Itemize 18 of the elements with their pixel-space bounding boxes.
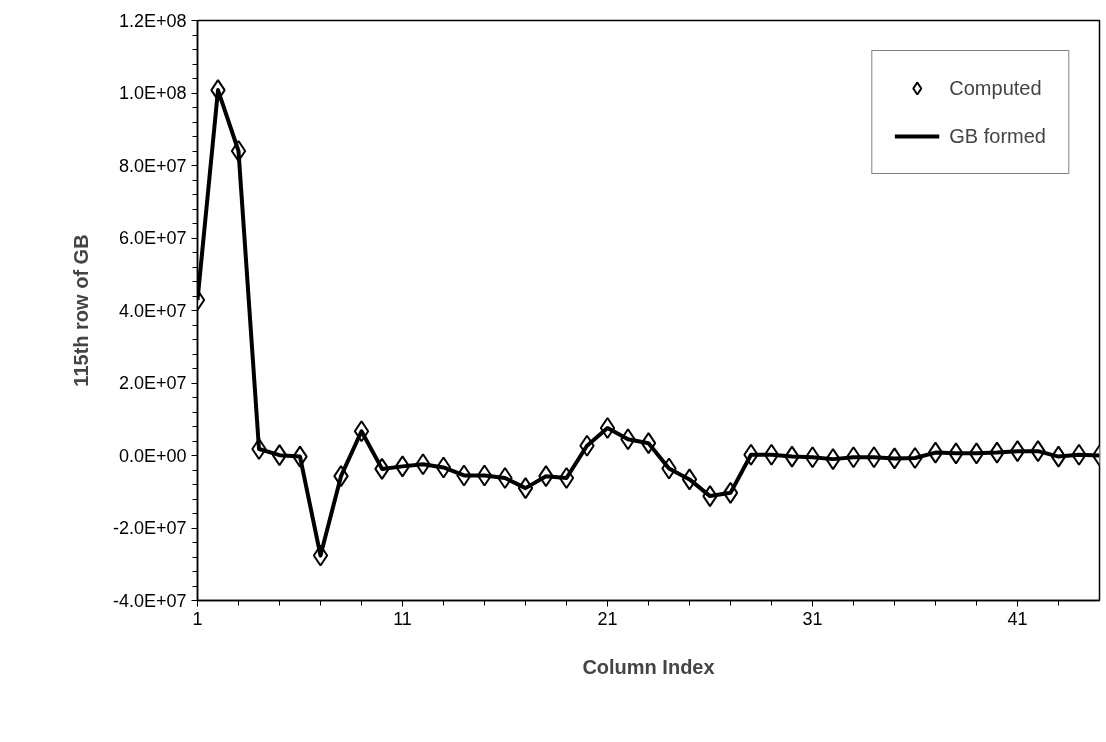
y-tick-label: 1.0E+08	[118, 83, 187, 103]
y-axis-title: 115th row of GB	[69, 234, 92, 387]
x-tick-label: 41	[1007, 608, 1028, 629]
x-tick-label: 21	[597, 608, 618, 629]
y-tick-label: 8.0E+07	[118, 155, 187, 176]
y-tick-label: -2.0E+07	[112, 518, 187, 538]
x-axis-title: Column Index	[582, 655, 715, 678]
y-tick-label: 1.2E+08	[118, 10, 187, 31]
x-tick-label: 1	[192, 608, 203, 629]
y-tick-label: 4.0E+07	[118, 300, 187, 321]
y-tick-label: 0.0E+00	[118, 445, 187, 466]
y-tick-label: 6.0E+07	[118, 228, 187, 248]
y-tick-label: -4.0E+07	[112, 590, 187, 611]
legend-label: Computed	[949, 76, 1042, 100]
y-tick-label: 2.0E+07	[118, 373, 187, 393]
x-tick-label: 31	[802, 608, 823, 629]
x-tick-label: 11	[393, 608, 412, 629]
legend-label: GB formed	[949, 124, 1046, 148]
